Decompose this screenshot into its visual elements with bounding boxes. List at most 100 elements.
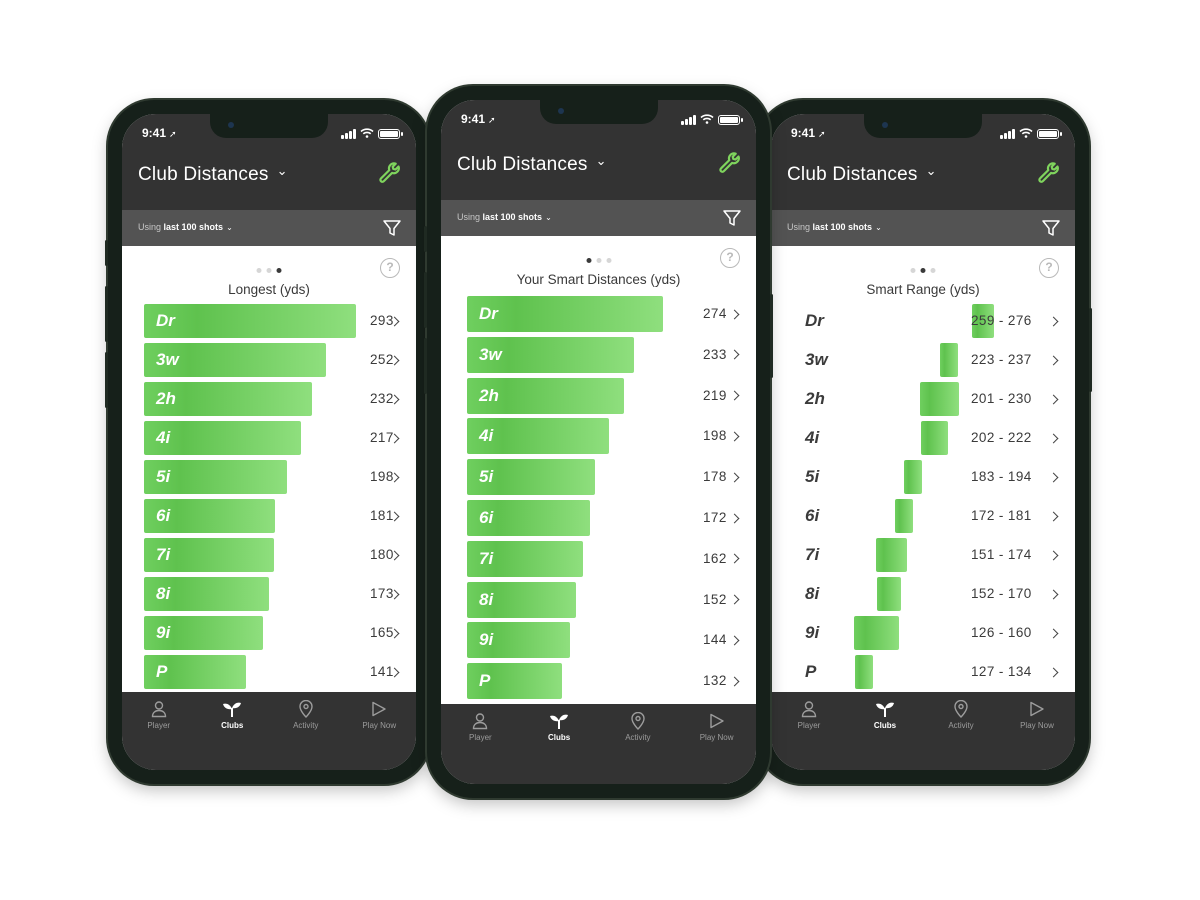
club-row-dr[interactable]: Dr 293 xyxy=(122,304,416,338)
club-row-3w[interactable]: 3w 223 - 237 xyxy=(771,343,1075,377)
club-row-9i[interactable]: 9i 165 xyxy=(122,616,416,650)
shots-selector[interactable]: Using last 100 shots ⌄ xyxy=(138,222,233,232)
page-dot[interactable] xyxy=(930,268,936,273)
club-row-7i[interactable]: 7i 180 xyxy=(122,538,416,572)
chevron-right-icon[interactable] xyxy=(1048,472,1059,482)
tab-player[interactable]: Player xyxy=(771,700,847,730)
club-row-5i[interactable]: 5i 178 xyxy=(441,459,756,496)
chevron-down-icon[interactable]: ⌄ xyxy=(925,163,937,178)
tab-activity[interactable]: Activity xyxy=(923,700,999,730)
chevron-right-icon[interactable] xyxy=(729,472,740,483)
chevron-right-icon[interactable] xyxy=(729,513,740,523)
distance-value: 183 - 194 xyxy=(971,469,1032,484)
page-dot[interactable] xyxy=(266,268,272,273)
club-row-dr[interactable]: Dr 259 - 276 xyxy=(771,304,1075,338)
shots-selector[interactable]: Using last 100 shots ⌄ xyxy=(457,212,552,222)
page-dot[interactable] xyxy=(256,268,262,273)
page-dot[interactable] xyxy=(276,268,282,273)
club-row-4i[interactable]: 4i 198 xyxy=(441,418,756,455)
page-dot[interactable] xyxy=(596,258,601,263)
tab-activity[interactable]: Activity xyxy=(599,712,678,742)
club-row-3w[interactable]: 3w 233 xyxy=(441,336,756,373)
club-row-p[interactable]: P 132 xyxy=(441,663,756,700)
battery-icon xyxy=(718,115,743,125)
club-row-8i[interactable]: 8i 173 xyxy=(122,577,416,611)
chevron-right-icon[interactable] xyxy=(1048,511,1059,521)
tab-clubs[interactable]: Clubs xyxy=(847,700,923,730)
help-icon[interactable]: ? xyxy=(720,248,740,268)
chevron-right-icon[interactable] xyxy=(1048,433,1059,443)
club-label: 9i xyxy=(479,630,494,650)
chevron-right-icon[interactable] xyxy=(729,676,740,687)
club-row-9i[interactable]: 9i 144 xyxy=(441,622,756,659)
battery-icon xyxy=(1037,129,1062,139)
page-title[interactable]: Club Distances xyxy=(457,154,588,175)
club-row-7i[interactable]: 7i 162 xyxy=(441,540,756,577)
tab-player[interactable]: Player xyxy=(441,712,520,742)
club-row-2h[interactable]: 2h 201 - 230 xyxy=(771,382,1075,416)
filter-icon[interactable] xyxy=(722,208,742,233)
club-row-9i[interactable]: 9i 126 - 160 xyxy=(771,616,1075,650)
chevron-right-icon[interactable] xyxy=(729,431,740,442)
tab-player[interactable]: Player xyxy=(122,700,196,730)
page-dot[interactable] xyxy=(586,258,591,263)
chevron-right-icon[interactable] xyxy=(1048,316,1059,326)
tab-play-now[interactable]: Play Now xyxy=(343,700,417,730)
shots-selector[interactable]: Using last 100 shots ⌄ xyxy=(787,222,882,232)
chevron-right-icon[interactable] xyxy=(729,553,740,564)
chevron-right-icon[interactable] xyxy=(1048,628,1059,638)
page-dot[interactable] xyxy=(606,258,611,263)
page-title[interactable]: Club Distances xyxy=(138,164,269,185)
club-row-6i[interactable]: 6i 172 xyxy=(441,500,756,536)
club-label: 6i xyxy=(479,508,494,527)
help-icon[interactable]: ? xyxy=(1039,258,1059,278)
club-row-6i[interactable]: 6i 181 xyxy=(122,499,416,533)
chevron-right-icon[interactable] xyxy=(729,594,740,605)
club-row-8i[interactable]: 8i 152 - 170 xyxy=(771,577,1075,611)
club-row-2h[interactable]: 2h 232 xyxy=(122,382,416,416)
club-row-8i[interactable]: 8i 152 xyxy=(441,581,756,618)
tab-clubs[interactable]: Clubs xyxy=(196,700,270,730)
club-row-5i[interactable]: 5i 198 xyxy=(122,460,416,494)
wrench-icon[interactable] xyxy=(378,162,402,191)
chevron-down-icon[interactable]: ⌄ xyxy=(595,153,607,168)
club-row-4i[interactable]: 4i 202 - 222 xyxy=(771,421,1075,455)
distance-value: 181 xyxy=(370,508,394,523)
clubs-icon xyxy=(520,712,599,730)
chevron-right-icon[interactable] xyxy=(729,635,740,646)
chevron-right-icon[interactable] xyxy=(729,309,740,319)
club-row-5i[interactable]: 5i 183 - 194 xyxy=(771,460,1075,494)
club-row-p[interactable]: P 141 xyxy=(122,655,416,689)
filter-icon[interactable] xyxy=(1041,218,1061,243)
chevron-right-icon[interactable] xyxy=(1048,394,1059,404)
chevron-right-icon[interactable] xyxy=(729,349,740,360)
tab-play-now[interactable]: Play Now xyxy=(677,712,756,742)
club-row-6i[interactable]: 6i 172 - 181 xyxy=(771,499,1075,533)
club-row-4i[interactable]: 4i 217 xyxy=(122,421,416,455)
chevron-right-icon[interactable] xyxy=(1048,355,1059,365)
help-icon[interactable]: ? xyxy=(380,258,400,278)
club-row-dr[interactable]: Dr 274 xyxy=(441,296,756,332)
filter-icon[interactable] xyxy=(382,218,402,243)
chevron-down-icon[interactable]: ⌄ xyxy=(276,163,288,178)
wrench-icon[interactable] xyxy=(1037,162,1061,191)
club-row-2h[interactable]: 2h 219 xyxy=(441,377,756,414)
distance-bar xyxy=(144,655,247,689)
chevron-right-icon[interactable] xyxy=(1048,667,1059,677)
club-row-p[interactable]: P 127 - 134 xyxy=(771,655,1075,689)
tab-play-now[interactable]: Play Now xyxy=(999,700,1075,730)
chevron-right-icon[interactable] xyxy=(729,390,740,401)
page-title[interactable]: Club Distances xyxy=(787,164,918,185)
chevron-right-icon[interactable] xyxy=(1048,550,1059,560)
tab-clubs[interactable]: Clubs xyxy=(520,712,599,742)
tab-activity[interactable]: Activity xyxy=(269,700,343,730)
club-row-3w[interactable]: 3w 252 xyxy=(122,343,416,377)
status-bar: 9:41 ➚ xyxy=(461,112,743,126)
page-dot[interactable] xyxy=(920,268,926,273)
page-dot[interactable] xyxy=(910,268,916,273)
chevron-right-icon[interactable] xyxy=(1048,589,1059,599)
club-row-7i[interactable]: 7i 151 - 174 xyxy=(771,538,1075,572)
wrench-icon[interactable] xyxy=(718,152,742,181)
shots-prefix: Using xyxy=(138,222,162,232)
play-now-icon xyxy=(999,700,1075,718)
